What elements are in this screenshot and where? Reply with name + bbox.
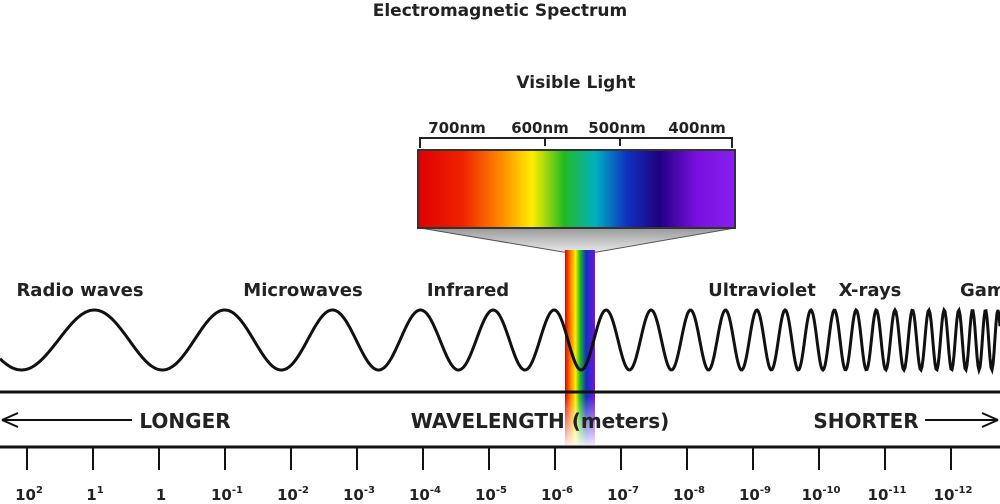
nm-label: 500nm (588, 119, 646, 137)
wave-label: X-rays (839, 280, 902, 301)
tick-label: 10-2 (277, 485, 309, 504)
tick-exp: 2 (36, 485, 43, 496)
tick-base: 10 (739, 486, 760, 504)
tick-label: 1 (156, 486, 166, 504)
tick-exp: 1 (97, 485, 104, 496)
tick-label: 10-8 (673, 485, 705, 504)
tick-label: 10-6 (541, 485, 573, 504)
tick-base: 10 (934, 486, 955, 504)
tick-exp: -10 (822, 485, 840, 496)
tick-exp: -5 (496, 485, 507, 496)
tick-label: 10-3 (343, 485, 375, 504)
tick-label: 102 (15, 485, 43, 504)
tick-label: 10-4 (409, 485, 441, 504)
tick-base: 10 (343, 486, 364, 504)
wavelength-label: WAVELENGTH (meters) (411, 409, 670, 433)
tick-exp: -3 (364, 485, 375, 496)
tick-exp: -1 (232, 485, 243, 496)
tick-exp: -4 (430, 485, 441, 496)
wave-label: Ultraviolet (708, 280, 816, 301)
tick-base: 10 (211, 486, 232, 504)
tick-base: 10 (868, 486, 889, 504)
tick-label: 10-7 (607, 485, 639, 504)
funnel (419, 227, 736, 253)
nm-label: 400nm (668, 119, 726, 137)
shorter-label: SHORTER (813, 409, 918, 433)
nm-bracket (419, 137, 733, 148)
tick-base: 10 (475, 486, 496, 504)
wave-label: Gam (960, 280, 1000, 301)
tick-base: 10 (607, 486, 628, 504)
wave (0, 306, 1000, 376)
tick-base: 10 (409, 486, 430, 504)
wave-label: Microwaves (243, 280, 362, 301)
tick-label: 10-11 (868, 485, 907, 504)
tick-base: 10 (277, 486, 298, 504)
tick-label: 10-5 (475, 485, 507, 504)
wave-label: Radio waves (16, 280, 143, 301)
tick-exp: -8 (694, 485, 705, 496)
tick-exp: -9 (760, 485, 771, 496)
tick-label: 10-10 (802, 485, 841, 504)
visible-spectrum (417, 149, 736, 229)
title: Electromagnetic Spectrum (373, 1, 628, 21)
tick-label: 10-12 (934, 485, 973, 504)
visible-label: Visible Light (516, 73, 635, 93)
arrow-left (1, 412, 132, 428)
tick-exp: -2 (298, 485, 309, 496)
nm-label: 600nm (511, 119, 569, 137)
tick-label: 11 (86, 485, 103, 504)
tick-exp: -7 (628, 485, 639, 496)
nm-label: 700nm (428, 119, 486, 137)
tick-base: 10 (541, 486, 562, 504)
tick-base: 10 (673, 486, 694, 504)
wave-label: Infrared (427, 280, 509, 301)
longer-label: LONGER (139, 409, 230, 433)
tick-exp: -11 (888, 485, 906, 496)
arrow-right (925, 412, 999, 428)
tick-base: 1 (86, 486, 96, 504)
tick-label: 10-9 (739, 485, 771, 504)
tick-exp: -12 (954, 485, 972, 496)
tick-base: 10 (15, 486, 36, 504)
tick-base: 1 (156, 486, 166, 504)
tick-exp: -6 (562, 485, 573, 496)
tick-base: 10 (802, 486, 823, 504)
tick-label: 10-1 (211, 485, 243, 504)
